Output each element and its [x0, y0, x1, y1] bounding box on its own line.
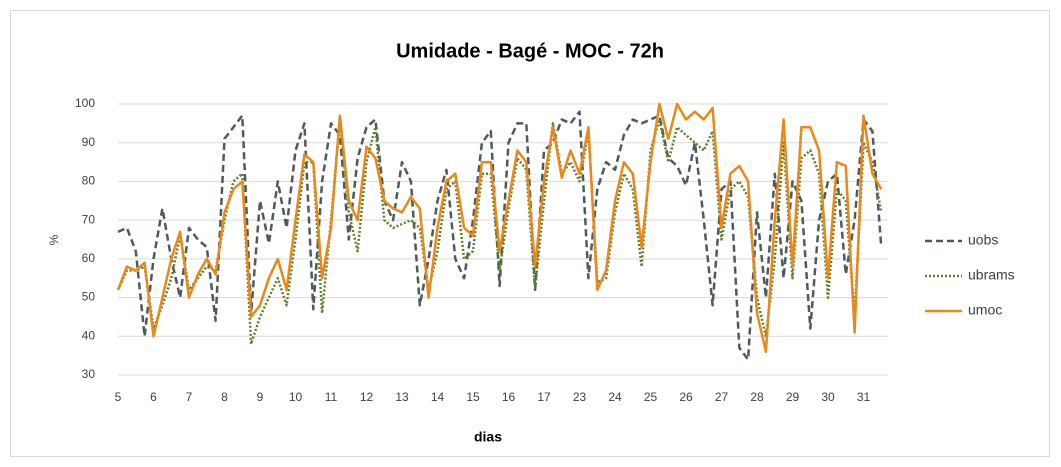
y-tick-label: 60	[82, 251, 96, 265]
series-line	[116, 102, 883, 354]
x-tick-label: 7	[186, 390, 193, 404]
x-tick-label: 12	[360, 390, 374, 404]
legend-label: uobs	[968, 232, 998, 248]
y-tick-label: 90	[82, 135, 96, 149]
y-tick-label: 100	[75, 96, 95, 110]
y-tick-label: 50	[82, 290, 96, 304]
x-tick-label: 26	[679, 390, 693, 404]
x-tick-label: 5	[115, 390, 122, 404]
x-tick-label: 16	[502, 390, 516, 404]
x-tick-label: 6	[150, 390, 157, 404]
chart-title: Umidade - Bagé - MOC - 72h	[396, 40, 664, 62]
x-tick-label: 17	[537, 390, 551, 404]
x-axis-label: dias	[474, 429, 502, 445]
x-tick-label: 9	[257, 390, 264, 404]
x-tick-label: 10	[289, 390, 303, 404]
x-tick-label: 23	[573, 390, 587, 404]
x-tick-label: 29	[786, 390, 800, 404]
y-tick-label: 40	[82, 328, 96, 342]
chart-frame	[10, 10, 1050, 457]
x-tick-label: 28	[750, 390, 764, 404]
series-line	[117, 110, 883, 361]
x-tick-label: 11	[325, 390, 338, 404]
x-tick-label: 25	[644, 390, 658, 404]
x-tick-label: 31	[857, 390, 871, 404]
x-tick-label: 24	[608, 390, 622, 404]
legend-label: umoc	[968, 302, 1002, 318]
x-tick-label: 13	[395, 390, 409, 404]
y-tick-label: 30	[82, 367, 96, 381]
legend-label: ubrams	[968, 267, 1015, 283]
x-tick-label: 15	[466, 390, 480, 404]
y-tick-label: 70	[82, 212, 96, 226]
x-tick-label: 14	[431, 390, 445, 404]
y-axis-label: %	[47, 234, 61, 245]
x-tick-label: 8	[221, 390, 228, 404]
y-tick-label: 80	[82, 174, 96, 188]
x-tick-label: 27	[715, 390, 729, 404]
x-tick-label: 30	[821, 390, 835, 404]
